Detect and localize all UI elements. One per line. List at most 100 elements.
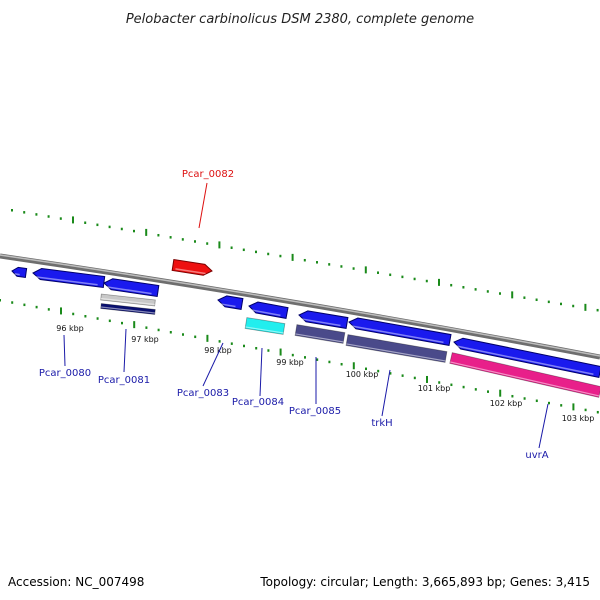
scale-tick-label: 99 kbp xyxy=(276,358,304,367)
outer-scale-dot xyxy=(72,216,74,224)
outer-scale-dot xyxy=(279,254,282,258)
outer-scale-dot xyxy=(218,241,221,249)
inner-scale-dot xyxy=(328,360,331,364)
genome-summary-text: Topology: circular; Length: 3,665,893 bp… xyxy=(259,575,590,589)
gene-label[interactable]: Pcar_0085 xyxy=(289,406,341,417)
gene-leader-line xyxy=(123,328,127,373)
outer-scale-dot xyxy=(242,248,245,252)
gene-leader-line xyxy=(198,182,208,229)
outer-scale-dot xyxy=(340,265,343,268)
cog-bar-uvra[interactable] xyxy=(449,352,600,398)
inner-scale-dot xyxy=(511,394,514,398)
inner-scale-dots xyxy=(0,299,599,414)
outer-scale-dot xyxy=(486,290,489,293)
genome-backbone-highlight xyxy=(0,254,600,357)
outer-scale-dot xyxy=(572,304,575,308)
inner-scale-dot xyxy=(389,372,392,375)
gene-leader-line xyxy=(202,342,224,387)
inner-scale-dot xyxy=(487,390,489,393)
inner-scale-dot xyxy=(243,344,245,348)
gene-label[interactable]: Pcar_0081 xyxy=(98,375,150,386)
gene-leader-line xyxy=(259,347,263,397)
cog-bar-pcar-0081-b[interactable] xyxy=(100,303,156,315)
outer-scale-dot xyxy=(108,225,111,229)
outer-scale-dot xyxy=(523,296,526,299)
outer-scale-dot xyxy=(23,211,26,214)
outer-scale-dot xyxy=(157,233,160,237)
scale-tick-label: 96 kbp xyxy=(56,324,84,333)
outer-scale-dot xyxy=(462,286,465,289)
outer-scale-dot xyxy=(535,298,538,302)
outer-scale-dot xyxy=(389,273,392,277)
inner-scale-dot xyxy=(304,356,306,359)
outer-scale-dot xyxy=(145,228,148,236)
scale-tick-label: 98 kbp xyxy=(204,346,232,355)
inner-scale-dot xyxy=(108,319,111,323)
gene-arrow-pcar-0084[interactable] xyxy=(248,301,289,319)
outer-scale-dot xyxy=(133,229,135,233)
cog-bar-trkh[interactable] xyxy=(345,334,448,363)
inner-scale-dot xyxy=(291,353,294,357)
gene-arrow-pcar-0085[interactable] xyxy=(298,310,349,330)
gene-label[interactable]: Pcar_0083 xyxy=(177,388,229,399)
outer-scale-dot xyxy=(352,267,355,270)
gene-label[interactable]: trkH xyxy=(371,418,392,429)
gene-arrow-pcar-0083[interactable] xyxy=(217,295,244,311)
gene-label[interactable]: uvrA xyxy=(525,450,548,461)
gene-arrow-pcar-0082[interactable] xyxy=(171,258,213,276)
accession-text: Accession: NC_007498 xyxy=(8,575,144,589)
inner-scale-dot xyxy=(255,346,258,350)
inner-scale-dot xyxy=(96,317,99,320)
gene-leader-line xyxy=(381,369,391,417)
cog-bar-pcar-0084[interactable] xyxy=(244,317,286,335)
outer-scale-dot xyxy=(596,308,599,312)
inner-scale-dot xyxy=(0,299,1,302)
outer-scale-dot xyxy=(584,303,587,311)
outer-scale-dot xyxy=(438,278,440,286)
inner-scale-dot xyxy=(157,328,160,332)
outer-scale-dot xyxy=(230,246,233,249)
gene-arrow-pcar-0080[interactable] xyxy=(32,268,106,289)
inner-scale-dot xyxy=(169,330,172,334)
inner-scale-dot xyxy=(60,307,62,315)
cog-bar-pcar-0081-a[interactable] xyxy=(100,293,156,307)
inner-scale-dot xyxy=(413,376,416,380)
outer-scale-dot xyxy=(181,238,184,241)
outer-scale-dots xyxy=(11,209,599,312)
gene-label[interactable]: Pcar_0082 xyxy=(182,169,234,180)
outer-scale-dot xyxy=(96,223,99,227)
gene-arrow-trkh[interactable] xyxy=(348,317,452,346)
genome-backbone xyxy=(0,253,600,360)
gene-arrow-small-left[interactable] xyxy=(11,266,28,279)
gene-label[interactable]: Pcar_0084 xyxy=(232,397,284,408)
inner-scale-dot xyxy=(218,340,221,343)
scale-tick-label: 97 kbp xyxy=(131,335,159,344)
inner-scale-dot xyxy=(474,388,477,391)
inner-scale-dot xyxy=(352,362,355,370)
cog-bar-pcar-0085[interactable] xyxy=(294,324,346,344)
outer-scale-dot xyxy=(364,266,367,274)
outer-scale-dot xyxy=(303,258,306,262)
inner-scale-dot xyxy=(340,362,343,366)
inner-scale-dot xyxy=(365,367,367,371)
outer-scale-dot xyxy=(47,215,50,218)
inner-scale-dot xyxy=(499,389,502,397)
inner-scale-dot xyxy=(548,401,550,405)
gene-label[interactable]: Pcar_0080 xyxy=(39,368,91,379)
scale-tick-labels: 96 kbp 97 kbp 98 kbp 99 kbp 100 kbp 101 kbp 10… xyxy=(56,324,594,423)
outer-scale-dot xyxy=(120,227,123,231)
gene-labels: Pcar_0080Pcar_0081Pcar_0082Pcar_0083Pcar… xyxy=(39,169,549,461)
outer-scale-dot xyxy=(328,263,331,266)
outer-scale-dot xyxy=(511,291,514,299)
gene-leader-line xyxy=(538,403,549,449)
outer-scale-dot xyxy=(206,242,209,245)
inner-scale-dot xyxy=(584,408,587,412)
gene-arrow-pcar-0081[interactable] xyxy=(103,278,160,298)
inner-scale-dot xyxy=(47,308,50,311)
inner-scale-dot xyxy=(560,404,563,407)
inner-scale-dot xyxy=(535,399,538,403)
gene-arrow-uvra[interactable] xyxy=(453,337,600,378)
inner-scale-dot xyxy=(316,358,319,361)
outer-scale-dot xyxy=(377,271,379,274)
